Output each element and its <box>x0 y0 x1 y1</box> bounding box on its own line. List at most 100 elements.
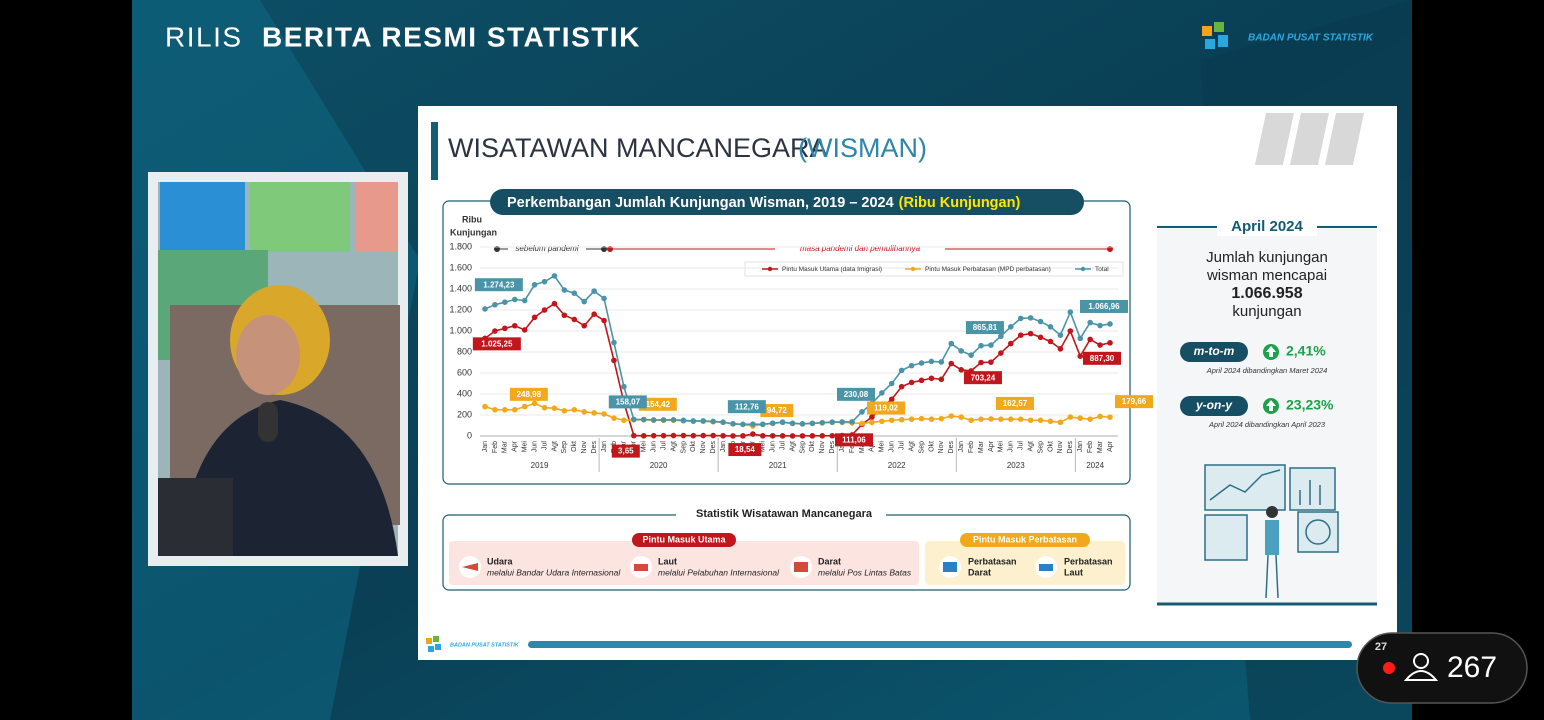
x-tick-label: Jan <box>958 441 965 452</box>
data-point <box>631 416 637 423</box>
x-tick-label: Mei <box>641 441 648 453</box>
value-label: 1.025,25 <box>481 339 513 348</box>
legend-dot <box>767 266 773 272</box>
x-tick-label: Jan <box>720 441 727 452</box>
chart-title-accent: (Ribu Kunjungan) <box>899 195 1021 211</box>
data-point <box>938 376 945 383</box>
data-point <box>958 348 964 354</box>
data-point <box>1017 315 1024 322</box>
x-tick-label: Jan <box>601 441 608 452</box>
data-point <box>948 413 955 419</box>
y-tick-label: 1.000 <box>449 325 472 335</box>
annotation: sebelum pandemi <box>515 244 578 253</box>
x-tick-label: Sep <box>561 441 568 454</box>
data-point <box>700 432 707 439</box>
footer-logo-mark <box>426 636 441 652</box>
data-point <box>492 406 498 413</box>
data-point <box>631 432 637 439</box>
value-label-bg <box>866 401 905 415</box>
value-label: 230,08 <box>844 390 869 399</box>
data-point <box>869 414 875 420</box>
x-tick-label: Nov <box>581 441 588 454</box>
value-label-bg <box>963 371 1002 385</box>
data-point <box>581 322 588 329</box>
data-point <box>968 417 974 424</box>
data-point <box>928 375 935 382</box>
series-line <box>484 302 1111 437</box>
data-point <box>571 406 578 413</box>
data-point <box>779 419 786 425</box>
gate-name: Udara <box>487 556 514 566</box>
x-tick-label: Jul <box>660 441 667 450</box>
value-label: 154,42 <box>646 400 671 409</box>
x-tick-label: Mei <box>760 441 767 453</box>
x-tick-label: Agt <box>1027 441 1034 452</box>
value-label: 1.274,23 <box>483 280 515 289</box>
x-tick-label: Des <box>948 441 955 454</box>
value-label-bg <box>611 444 640 458</box>
data-point <box>829 419 836 425</box>
x-tick-label: Mar <box>1097 440 1104 453</box>
data-point <box>660 417 667 423</box>
value-label: 119,02 <box>874 404 899 413</box>
value-label: 179,66 <box>1122 397 1147 406</box>
year-label: 2023 <box>1007 461 1025 470</box>
data-point <box>1057 419 1064 426</box>
data-point <box>541 278 548 285</box>
data-point <box>521 403 528 410</box>
value-label: 248,98 <box>517 390 542 399</box>
data-point <box>1047 338 1054 345</box>
series-line <box>484 274 1111 426</box>
data-point <box>492 328 498 334</box>
x-tick-label: Jun <box>531 441 538 452</box>
data-point <box>1007 416 1014 423</box>
data-point <box>660 432 667 439</box>
data-point <box>978 416 984 423</box>
data-point <box>1007 324 1014 330</box>
data-point <box>888 380 895 387</box>
y-tick-label: 0 <box>467 430 472 440</box>
data-point <box>591 410 597 416</box>
value-label-bg <box>1115 395 1153 409</box>
y-axis-label: Ribu <box>462 214 482 224</box>
annotation-dot <box>601 246 607 252</box>
webcam <box>148 172 408 566</box>
data-point <box>948 360 955 367</box>
value-label-bg <box>995 396 1034 410</box>
annotation: masa pandemi dan pemulihannya <box>800 244 921 253</box>
gate-name: Laut <box>1064 567 1083 577</box>
data-point <box>809 420 816 427</box>
metric-label: m-to-m <box>1194 344 1235 358</box>
data-point <box>958 367 964 373</box>
value-label-bg <box>836 387 875 401</box>
data-point <box>541 404 548 411</box>
x-tick-label: Jul <box>1018 441 1025 450</box>
data-point <box>581 298 588 305</box>
data-point <box>928 358 935 365</box>
data-point <box>1017 416 1024 423</box>
x-tick-label: Okt <box>690 441 697 452</box>
data-point <box>1097 342 1103 348</box>
legend-dot <box>1080 266 1086 272</box>
gate-name: Darat <box>968 567 991 577</box>
data-point <box>1067 414 1074 420</box>
y-tick-label: 600 <box>457 367 472 377</box>
data-point <box>502 407 508 413</box>
data-point <box>541 307 548 313</box>
year-label: 2020 <box>650 461 668 470</box>
data-point <box>769 420 776 426</box>
chart-title: Perkembangan Jumlah Kunjungan Wisman, 20… <box>507 195 894 211</box>
y-tick-label: 1.600 <box>449 262 472 272</box>
x-tick-label: Mei <box>522 441 529 453</box>
summary-total: 1.066.958 <box>1231 285 1302 302</box>
data-point <box>1037 318 1044 325</box>
metric-label: y-on-y <box>1195 398 1233 412</box>
value-label: 703,24 <box>971 373 996 382</box>
data-point <box>482 403 488 410</box>
data-point <box>710 418 716 425</box>
value-label-bg <box>1080 299 1128 313</box>
data-point <box>1037 417 1044 424</box>
slide: WISATAWAN MANCANEGARA (WISMAN) Perkemban… <box>418 106 1397 660</box>
x-tick-label: Jun <box>889 441 896 452</box>
